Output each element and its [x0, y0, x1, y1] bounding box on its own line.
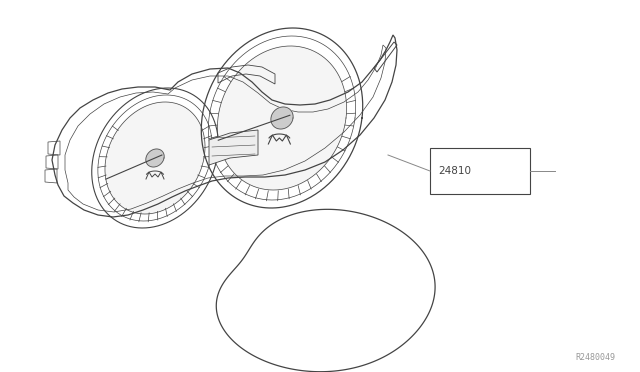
Polygon shape [218, 46, 347, 190]
Text: 24810: 24810 [438, 166, 471, 176]
Polygon shape [271, 107, 293, 129]
Text: R2480049: R2480049 [575, 353, 615, 362]
Polygon shape [146, 149, 164, 167]
Polygon shape [105, 102, 205, 214]
Polygon shape [209, 130, 258, 165]
Bar [430, 148, 530, 194]
